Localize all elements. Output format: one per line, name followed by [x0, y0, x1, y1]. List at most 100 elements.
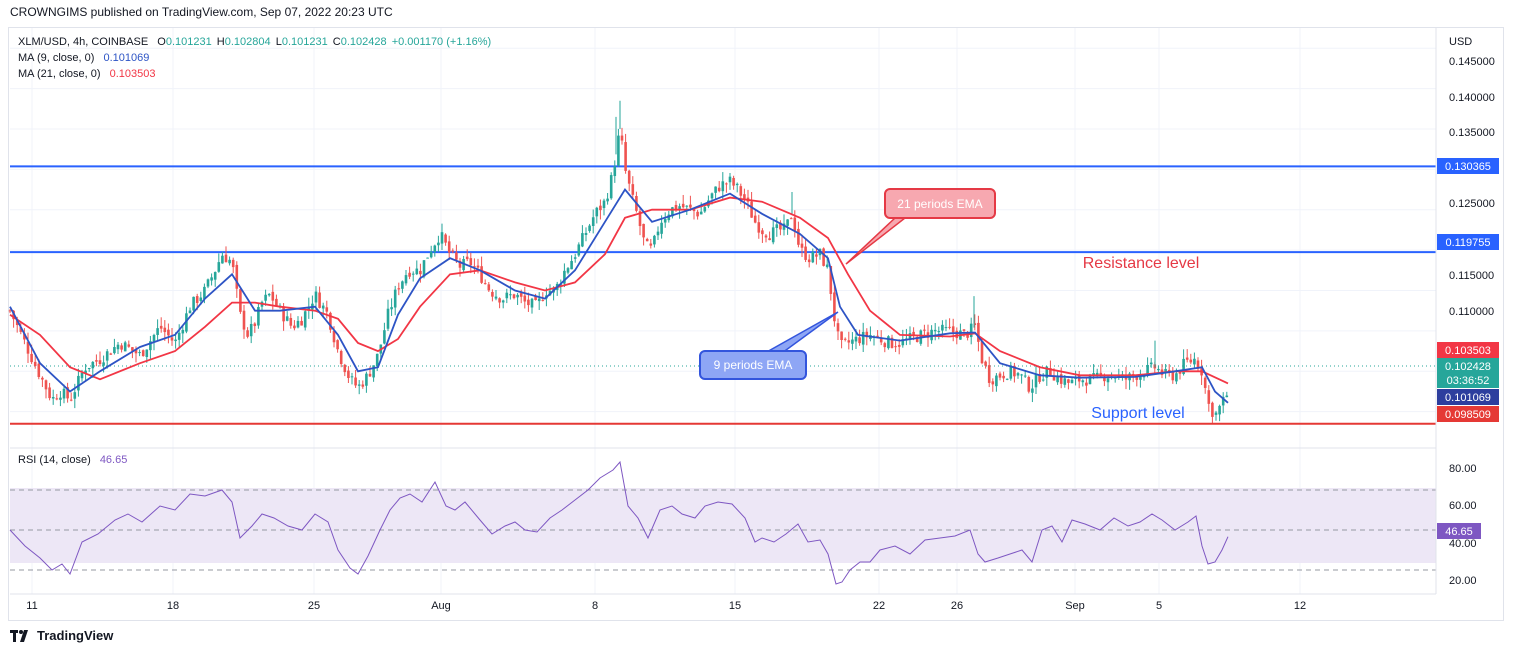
candle-body	[1041, 379, 1045, 381]
candle-body	[397, 288, 401, 290]
candle-body	[563, 270, 566, 284]
candle-body	[897, 344, 901, 347]
candle-body	[73, 392, 77, 399]
candle-body	[404, 275, 408, 284]
candle-body	[422, 260, 426, 277]
candle-body	[170, 337, 174, 341]
candle-body	[901, 339, 905, 346]
open-value: 0.101231	[165, 36, 212, 48]
candle-body	[541, 299, 545, 301]
candle-body	[696, 211, 699, 217]
candle-body	[188, 310, 192, 314]
candle-body	[285, 316, 289, 321]
candle-body	[1020, 374, 1023, 376]
candle-body	[1142, 376, 1146, 378]
candle-body	[329, 312, 332, 330]
candle-body	[1052, 377, 1056, 381]
candle-body	[771, 227, 775, 243]
candle-body	[174, 339, 177, 342]
candle-body	[447, 241, 451, 253]
candle-body	[98, 360, 102, 364]
candle-body	[937, 331, 941, 333]
candle-body	[890, 337, 894, 348]
candle-body	[1031, 388, 1034, 393]
candle-body	[343, 364, 347, 373]
candle-body	[257, 307, 260, 326]
candle-body	[815, 254, 818, 257]
rsi-legend[interactable]: RSI (14, close) 46.65	[18, 454, 129, 466]
price-tick: 0.110000	[1449, 306, 1494, 318]
candle-body	[1063, 378, 1067, 385]
tag-text: 0.130365	[1445, 161, 1491, 173]
candle-body	[804, 246, 807, 260]
candle-body	[660, 222, 663, 234]
candle-body	[105, 351, 109, 361]
candle-body	[37, 363, 41, 377]
close-value: 0.102428	[340, 36, 387, 48]
candle-body	[843, 338, 847, 340]
candle-body	[192, 296, 195, 311]
candle-body	[235, 264, 239, 289]
candle-body	[41, 377, 44, 380]
candle-body	[573, 257, 577, 259]
horizontal-levels	[10, 165, 1436, 425]
candle-body	[350, 376, 354, 378]
chart-frame	[8, 27, 1504, 621]
candle-body	[390, 307, 393, 310]
candle-body	[689, 204, 692, 208]
candle-body	[249, 323, 253, 337]
candle-body	[649, 243, 653, 246]
candle-body	[807, 259, 811, 263]
rsi-value: 46.65	[99, 454, 128, 466]
candle-body	[861, 331, 865, 345]
candle-body	[26, 341, 30, 354]
candle-body	[656, 231, 660, 236]
candle-body	[995, 375, 998, 387]
candle-body	[653, 235, 656, 245]
candle-body	[671, 207, 674, 217]
candle-body	[419, 270, 422, 275]
symbol-name[interactable]: XLM/USD, 4h, COINBASE	[18, 36, 149, 48]
candle-body	[1135, 376, 1139, 380]
candle-body	[483, 283, 487, 285]
candle-body	[210, 277, 213, 281]
candle-body	[415, 268, 419, 275]
candle-body	[149, 341, 152, 351]
candle-body	[480, 266, 483, 283]
candle-body	[357, 384, 361, 386]
countdown-text: 03:36:52	[1447, 375, 1490, 387]
resistance-label: Resistance level	[1083, 255, 1200, 272]
candle-body	[876, 335, 879, 337]
candle-body	[962, 329, 966, 331]
candle-body	[152, 334, 156, 342]
candle-body	[163, 327, 167, 333]
candle-body	[836, 323, 840, 332]
candle-body	[131, 347, 134, 351]
candle-body	[1178, 371, 1182, 374]
candle-body	[167, 329, 170, 336]
candle-body	[980, 341, 984, 364]
candle-body	[411, 273, 415, 275]
brand-name: TradingView	[37, 628, 114, 643]
candle-body	[159, 325, 163, 329]
candle-body	[246, 330, 249, 337]
candle-body	[491, 291, 494, 297]
candle-body	[368, 373, 372, 377]
candle-body	[181, 329, 185, 334]
candle-body	[386, 308, 390, 329]
candle-body	[1203, 377, 1207, 388]
candle-body	[847, 340, 851, 343]
time-tick: 5	[1156, 600, 1162, 612]
ma9-legend[interactable]: MA (9, close, 0) 0.101069	[18, 52, 151, 64]
candle-body	[109, 353, 113, 355]
ma21-legend[interactable]: MA (21, close, 0) 0.103503	[18, 68, 158, 80]
candle-body	[84, 370, 87, 374]
candle-body	[721, 181, 725, 192]
candle-body	[325, 307, 329, 312]
tag-bg	[1437, 234, 1499, 250]
rsi-label: RSI (14, close)	[18, 454, 91, 466]
footer-brand[interactable]: TradingView	[10, 628, 113, 643]
candle-body	[829, 265, 833, 294]
candle-body	[977, 322, 980, 342]
